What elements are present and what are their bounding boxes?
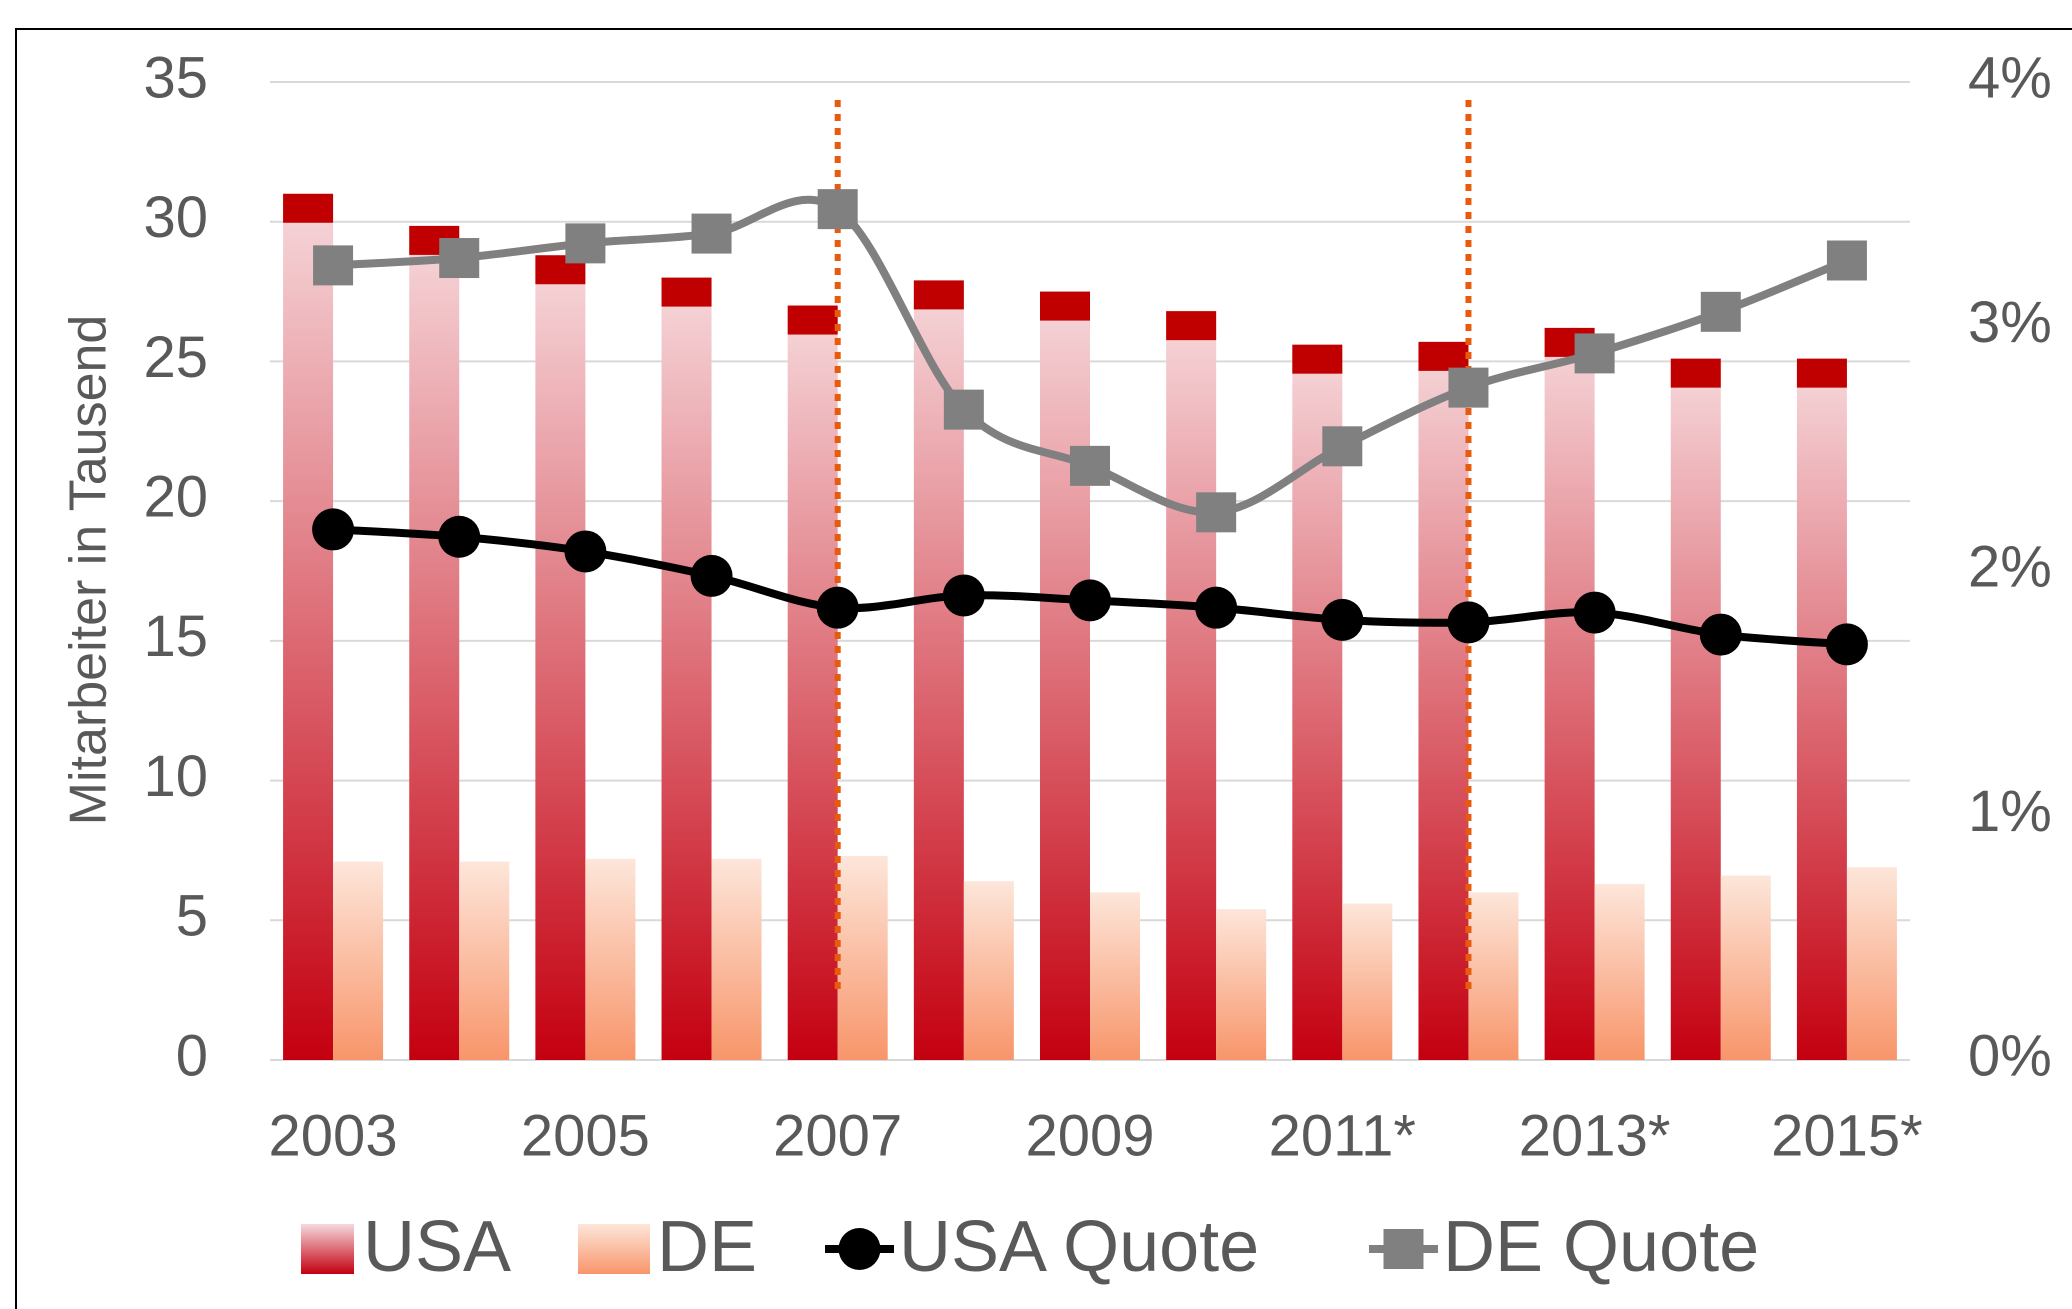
point [438, 515, 481, 558]
legend-marker [1383, 1229, 1424, 1269]
y2-tick-label: 2% [1968, 534, 2052, 599]
point [816, 586, 859, 629]
bar [787, 305, 838, 1060]
x-tick-label: 2003 [269, 1103, 398, 1168]
x-tick-label: 2011* [1269, 1103, 1416, 1168]
point [1700, 291, 1741, 332]
point [1195, 586, 1238, 629]
point [565, 223, 606, 264]
y-tick-label: 30 [143, 185, 208, 250]
point [1322, 426, 1363, 467]
bar [1468, 892, 1519, 1060]
point [942, 574, 985, 617]
point [1069, 579, 1111, 622]
legend-marker [838, 1228, 881, 1270]
bar [1166, 311, 1217, 1060]
legend-label: USA [363, 1207, 511, 1287]
y2-tick-label: 1% [1968, 779, 2052, 844]
bar [1040, 291, 1090, 1061]
point [817, 189, 858, 230]
bar [661, 277, 712, 1061]
bar [1544, 327, 1595, 1060]
point [439, 238, 480, 279]
bar [1670, 358, 1721, 1060]
y-tick-label: 0 [176, 1023, 208, 1088]
point [690, 554, 733, 597]
y-axis-label: Mitarbeiter in Tausend [60, 315, 118, 826]
point [691, 213, 732, 254]
legend-swatch [578, 1224, 650, 1274]
frame [15, 28, 2072, 1309]
x-tick-label: 2013* [1519, 1103, 1671, 1168]
bar [1846, 867, 1897, 1060]
bar [1216, 909, 1267, 1060]
x-tick-label: 2007 [773, 1103, 902, 1168]
y-tick-label: 15 [143, 604, 208, 669]
bar [1342, 903, 1393, 1060]
legend-label: DE [657, 1207, 757, 1287]
point [1447, 601, 1490, 644]
point [1196, 492, 1237, 533]
y-tick-label: 20 [143, 464, 208, 529]
point [943, 389, 984, 430]
y2-tick-label: 4% [1968, 45, 2052, 110]
bar [1594, 883, 1645, 1060]
point [1070, 445, 1110, 486]
bar [535, 255, 586, 1060]
legend-label: DE Quote [1443, 1207, 1759, 1287]
bar [1090, 892, 1140, 1060]
x-tick-label: 2009 [1025, 1103, 1154, 1168]
y-tick-label: 25 [143, 325, 208, 390]
point [1574, 333, 1615, 374]
bar [1720, 875, 1771, 1060]
bar [585, 858, 636, 1060]
bar [409, 225, 460, 1061]
legend-swatch [301, 1224, 354, 1274]
point [1573, 591, 1616, 634]
x-tick-label: 2015* [1771, 1103, 1923, 1168]
bar [1418, 341, 1469, 1061]
point [1448, 367, 1489, 408]
point [1826, 240, 1867, 281]
bar [459, 861, 510, 1060]
point [1825, 623, 1868, 666]
bar [1796, 358, 1847, 1060]
bar [711, 858, 762, 1060]
y2-tick-label: 3% [1968, 290, 2052, 355]
bar [963, 881, 1014, 1060]
point [564, 530, 607, 573]
point [312, 508, 355, 551]
legend-label: USA Quote [899, 1207, 1259, 1287]
y2-tick-label: 0% [1968, 1023, 2052, 1088]
y-tick-label: 10 [143, 744, 208, 809]
y-tick-label: 5 [176, 884, 208, 949]
point [1699, 613, 1742, 656]
point [313, 245, 354, 286]
x-tick-label: 2005 [521, 1103, 650, 1168]
y-tick-label: 35 [143, 45, 208, 110]
bar [837, 856, 888, 1060]
bar [333, 861, 384, 1060]
bar [283, 193, 334, 1060]
point [1321, 598, 1364, 641]
